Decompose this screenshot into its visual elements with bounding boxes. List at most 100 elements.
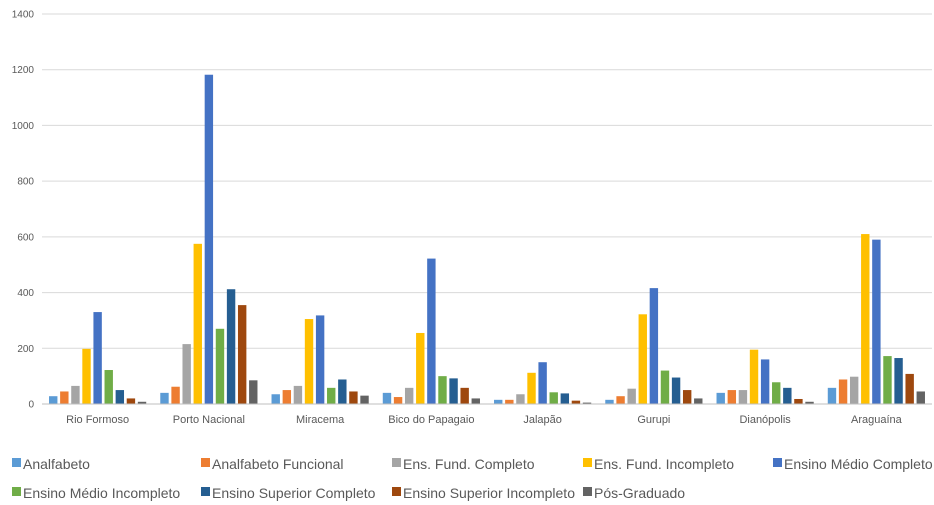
bar bbox=[861, 234, 870, 404]
y-tick-label: 200 bbox=[17, 344, 34, 355]
bar bbox=[660, 370, 670, 404]
legend-swatch bbox=[12, 458, 21, 467]
bar bbox=[271, 394, 280, 404]
x-category-label: Araguaína bbox=[851, 414, 903, 426]
bar bbox=[805, 401, 814, 404]
legend-item: Ensino Médio Completo bbox=[773, 456, 933, 472]
bar bbox=[137, 401, 147, 404]
legend-item: Ensino Superior Completo bbox=[201, 485, 376, 501]
bar bbox=[671, 377, 681, 404]
bar bbox=[560, 393, 570, 404]
bar bbox=[772, 382, 781, 404]
bar bbox=[215, 328, 225, 404]
y-tick-label: 1200 bbox=[12, 65, 35, 76]
bar bbox=[727, 390, 737, 404]
legend-item: Analfabeto Funcional bbox=[201, 456, 344, 472]
x-category-label: Dianópolis bbox=[739, 414, 791, 426]
bar bbox=[716, 392, 725, 404]
bar bbox=[649, 288, 659, 404]
legend-swatch bbox=[773, 458, 782, 467]
bar bbox=[549, 392, 558, 404]
legend-label: Analfabeto Funcional bbox=[212, 456, 344, 472]
bar bbox=[494, 399, 503, 404]
bar bbox=[249, 380, 258, 404]
y-tick-label: 600 bbox=[17, 232, 34, 243]
bar bbox=[393, 397, 403, 404]
bar bbox=[427, 258, 436, 404]
legend-label: Ens. Fund. Completo bbox=[403, 456, 535, 472]
legend-swatch bbox=[392, 458, 401, 467]
legend-swatch bbox=[583, 487, 592, 496]
bar bbox=[282, 390, 292, 404]
bar bbox=[894, 358, 903, 404]
bar bbox=[516, 394, 525, 404]
x-category-label: Bico do Papagaio bbox=[388, 414, 474, 426]
bar bbox=[794, 398, 803, 404]
bar bbox=[749, 349, 759, 404]
bar bbox=[404, 387, 414, 404]
bar bbox=[304, 319, 314, 404]
bar bbox=[605, 399, 614, 404]
bar bbox=[193, 243, 202, 404]
bar bbox=[171, 386, 180, 404]
legend-label: Analfabeto bbox=[23, 456, 90, 472]
legend-label: Ensino Superior Completo bbox=[212, 485, 376, 501]
bar bbox=[237, 305, 247, 404]
legend-label: Ens. Fund. Incompleto bbox=[594, 456, 734, 472]
legend-swatch bbox=[201, 458, 210, 467]
bar bbox=[838, 379, 848, 404]
legend-item: Pós-Graduado bbox=[583, 485, 685, 501]
bar bbox=[93, 312, 102, 404]
legend-swatch bbox=[12, 487, 21, 496]
bars bbox=[49, 74, 925, 404]
bar bbox=[638, 314, 647, 404]
y-tick-label: 1400 bbox=[12, 10, 35, 21]
bar bbox=[872, 239, 881, 404]
legend-item: Ens. Fund. Incompleto bbox=[583, 456, 734, 472]
legend-item: Analfabeto bbox=[12, 456, 90, 472]
bar bbox=[126, 398, 136, 404]
bar bbox=[160, 392, 169, 404]
bar bbox=[449, 378, 458, 404]
bar bbox=[360, 395, 369, 404]
bar bbox=[338, 379, 347, 404]
bar bbox=[49, 396, 58, 404]
bar bbox=[82, 348, 91, 404]
y-tick-label: 0 bbox=[28, 400, 34, 411]
bar bbox=[571, 400, 581, 404]
bar bbox=[783, 387, 792, 404]
bar bbox=[438, 376, 447, 404]
bar bbox=[883, 356, 892, 404]
bar bbox=[505, 399, 514, 404]
bar bbox=[460, 387, 469, 404]
bar bbox=[226, 289, 236, 404]
legend-swatch bbox=[583, 458, 592, 467]
bar bbox=[694, 398, 703, 404]
bar bbox=[293, 385, 303, 404]
bar bbox=[538, 362, 547, 404]
bar bbox=[682, 390, 692, 404]
legend-label: Ensino Superior Incompleto bbox=[403, 485, 575, 501]
legend: Analfabeto Analfabeto Funcional Ens. Fund.… bbox=[12, 456, 933, 501]
y-tick-label: 400 bbox=[17, 288, 34, 299]
bar bbox=[71, 385, 80, 404]
x-axis-categories: Rio Formoso Porto Nacional Miracema Bico do… bbox=[66, 414, 902, 426]
y-tick-label: 800 bbox=[17, 177, 34, 188]
bar bbox=[471, 398, 480, 404]
bar bbox=[382, 392, 392, 404]
bar bbox=[315, 315, 325, 404]
y-axis-ticks: 0 200 400 600 800 1000 1200 1400 bbox=[12, 10, 35, 411]
bar bbox=[905, 373, 914, 404]
bar bbox=[182, 344, 191, 404]
bar bbox=[104, 370, 113, 404]
bar bbox=[527, 372, 536, 404]
bar bbox=[327, 387, 336, 404]
bar bbox=[760, 359, 770, 404]
bar bbox=[60, 391, 69, 404]
bar bbox=[849, 376, 859, 404]
bar bbox=[115, 390, 125, 404]
bar bbox=[349, 391, 358, 404]
legend-label: Ensino Médio Completo bbox=[784, 456, 933, 472]
bar bbox=[627, 388, 636, 404]
